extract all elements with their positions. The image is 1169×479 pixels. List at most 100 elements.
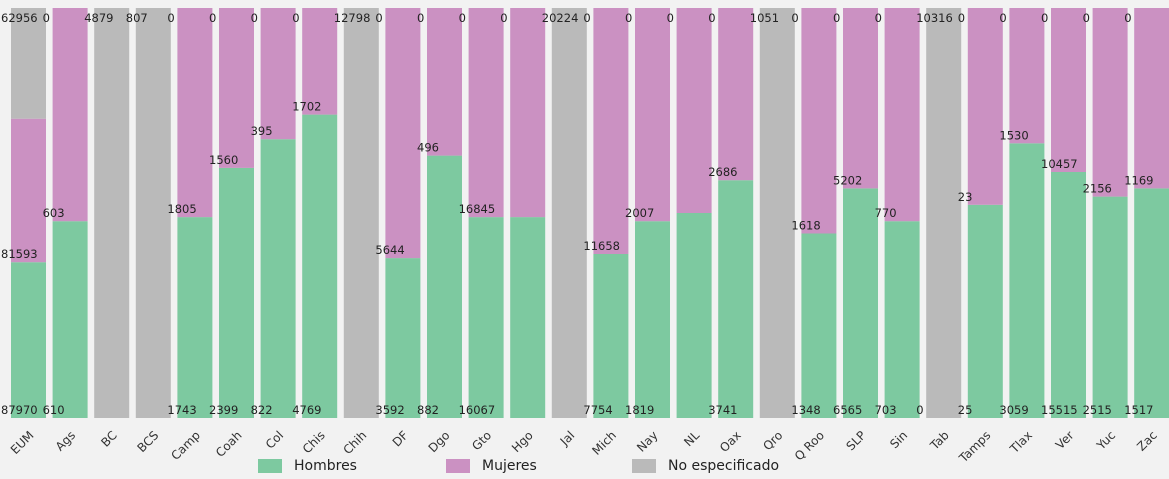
bar-mujeres-eum bbox=[11, 118, 46, 263]
bar-mujeres-nay bbox=[635, 8, 670, 222]
bar-hombres-tamps bbox=[967, 204, 1003, 418]
legend-item-mujeres: Mujeres bbox=[446, 458, 537, 474]
x-tick-label: Tlax bbox=[1007, 428, 1035, 456]
x-tick-label: Chis bbox=[300, 428, 328, 456]
data-label-hombres: 4769 bbox=[292, 403, 321, 417]
data-label-mujeres: 23 bbox=[958, 190, 973, 204]
bar-hombres-sin bbox=[884, 221, 920, 418]
data-label-no-especificado: 20224 bbox=[542, 11, 579, 25]
data-label-hombres: 3059 bbox=[999, 403, 1028, 417]
data-label-hombres: 6565 bbox=[833, 403, 862, 417]
bar-mujeres-sin bbox=[884, 8, 920, 222]
data-label-hombres: 3592 bbox=[375, 403, 404, 417]
bar-hombres-nay bbox=[635, 221, 670, 418]
bar-mujeres-nl bbox=[676, 8, 712, 213]
data-label-no-especificado: 807 bbox=[126, 11, 148, 25]
x-tick-label: EUM bbox=[8, 428, 37, 457]
data-label-hombres: 610 bbox=[43, 403, 65, 417]
data-label-hombres: 1517 bbox=[1124, 403, 1153, 417]
data-label-mujeres: 496 bbox=[417, 141, 439, 155]
bar-hombres-df bbox=[385, 258, 421, 418]
data-label-no-especificado: 0 bbox=[292, 11, 299, 25]
x-tick-label: Chih bbox=[340, 428, 369, 457]
data-label-no-especificado: 0 bbox=[999, 11, 1006, 25]
data-label-no-especificado: 0 bbox=[1124, 11, 1131, 25]
bar-mujeres-dgo bbox=[427, 8, 462, 156]
data-label-hombres: 2515 bbox=[1083, 403, 1112, 417]
data-label-no-especificado: 0 bbox=[43, 11, 50, 25]
data-label-mujeres: 1618 bbox=[791, 219, 820, 233]
data-label-hombres: 0 bbox=[916, 403, 923, 417]
data-label-no-especificado: 0 bbox=[958, 11, 965, 25]
bar-hombres-chis bbox=[302, 114, 338, 418]
bar-mujeres-df bbox=[385, 8, 421, 259]
bar-mujeres-ver bbox=[1051, 8, 1086, 172]
data-label-hombres: 1348 bbox=[791, 403, 820, 417]
bar-hombres-dgo bbox=[427, 155, 462, 418]
bar-hombres-camp bbox=[177, 217, 213, 418]
bar-mujeres-zac bbox=[1134, 8, 1169, 189]
data-label-mujeres: 395 bbox=[251, 124, 273, 138]
data-label-no-especificado: 0 bbox=[708, 11, 715, 25]
data-label-hombres: 1743 bbox=[167, 403, 196, 417]
segment-labels-group: 87970 81593 62956 610 603 0 4879 807 1743 1805 0 23… bbox=[1, 11, 1153, 417]
bar-mujeres-mich bbox=[593, 8, 629, 254]
data-label-mujeres: 2007 bbox=[625, 206, 654, 220]
bar-no-especificado-bcs bbox=[135, 8, 171, 418]
bar-mujeres-coah bbox=[219, 8, 254, 168]
data-label-no-especificado: 0 bbox=[875, 11, 882, 25]
bar-mujeres-hgo bbox=[510, 8, 546, 218]
legend-label-no-especificado: No especificado bbox=[668, 458, 780, 474]
data-label-hombres: 16067 bbox=[459, 403, 496, 417]
data-label-hombres: 822 bbox=[251, 403, 273, 417]
data-label-no-especificado: 0 bbox=[209, 11, 216, 25]
data-label-mujeres: 1560 bbox=[209, 153, 238, 167]
legend-item-no-especificado: No especificado bbox=[632, 458, 779, 474]
x-tick-label: Jal bbox=[557, 428, 578, 449]
bar-no-especificado-eum bbox=[11, 8, 46, 119]
data-label-no-especificado: 0 bbox=[583, 11, 590, 25]
data-label-no-especificado: 0 bbox=[417, 11, 424, 25]
x-tick-label: Gto bbox=[469, 428, 494, 453]
data-label-no-especificado: 12798 bbox=[334, 11, 371, 25]
data-label-mujeres: 2686 bbox=[708, 165, 737, 179]
data-label-mujeres: 603 bbox=[43, 206, 65, 220]
x-tick-label: Mich bbox=[589, 428, 619, 458]
legend-swatch-mujeres bbox=[446, 459, 470, 473]
bar-mujeres-gto bbox=[468, 8, 504, 218]
data-label-hombres: 2399 bbox=[209, 403, 238, 417]
data-label-mujeres: 1702 bbox=[292, 100, 321, 114]
data-label-no-especificado: 0 bbox=[667, 11, 674, 25]
bar-mujeres-chis bbox=[302, 8, 338, 115]
data-label-mujeres: 5644 bbox=[375, 243, 404, 257]
bar-hombres-ver bbox=[1051, 172, 1086, 418]
bar-mujeres-q-roo bbox=[801, 8, 837, 234]
data-label-hombres: 15515 bbox=[1041, 403, 1078, 417]
x-tick-label: Col bbox=[263, 428, 286, 451]
bar-hombres-tlax bbox=[1009, 143, 1045, 419]
bar-hombres-oax bbox=[718, 180, 754, 418]
bar-hombres-slp bbox=[843, 188, 878, 418]
data-label-mujeres: 1169 bbox=[1124, 173, 1153, 187]
bar-mujeres-tlax bbox=[1009, 8, 1045, 144]
data-label-mujeres: 770 bbox=[875, 206, 897, 220]
bar-no-especificado-qro bbox=[759, 8, 795, 418]
bar-hombres-col bbox=[260, 139, 296, 418]
x-tick-label: Ver bbox=[1053, 428, 1077, 452]
x-tick-label: Ags bbox=[53, 428, 79, 454]
bar-mujeres-yuc bbox=[1092, 8, 1128, 197]
data-label-hombres: 1819 bbox=[625, 403, 654, 417]
bar-hombres-yuc bbox=[1092, 196, 1128, 418]
data-label-no-especificado: 62956 bbox=[1, 11, 38, 25]
bar-hombres-coah bbox=[219, 167, 254, 418]
data-label-no-especificado: 0 bbox=[1083, 11, 1090, 25]
data-label-no-especificado: 0 bbox=[791, 11, 798, 25]
data-label-mujeres: 2156 bbox=[1083, 182, 1112, 196]
data-label-no-especificado: 0 bbox=[167, 11, 174, 25]
bar-mujeres-col bbox=[260, 8, 296, 140]
data-label-mujeres: 81593 bbox=[1, 247, 38, 261]
data-label-hombres: 25 bbox=[958, 403, 973, 417]
x-tick-label: BCS bbox=[135, 428, 162, 455]
bar-mujeres-camp bbox=[177, 8, 213, 218]
